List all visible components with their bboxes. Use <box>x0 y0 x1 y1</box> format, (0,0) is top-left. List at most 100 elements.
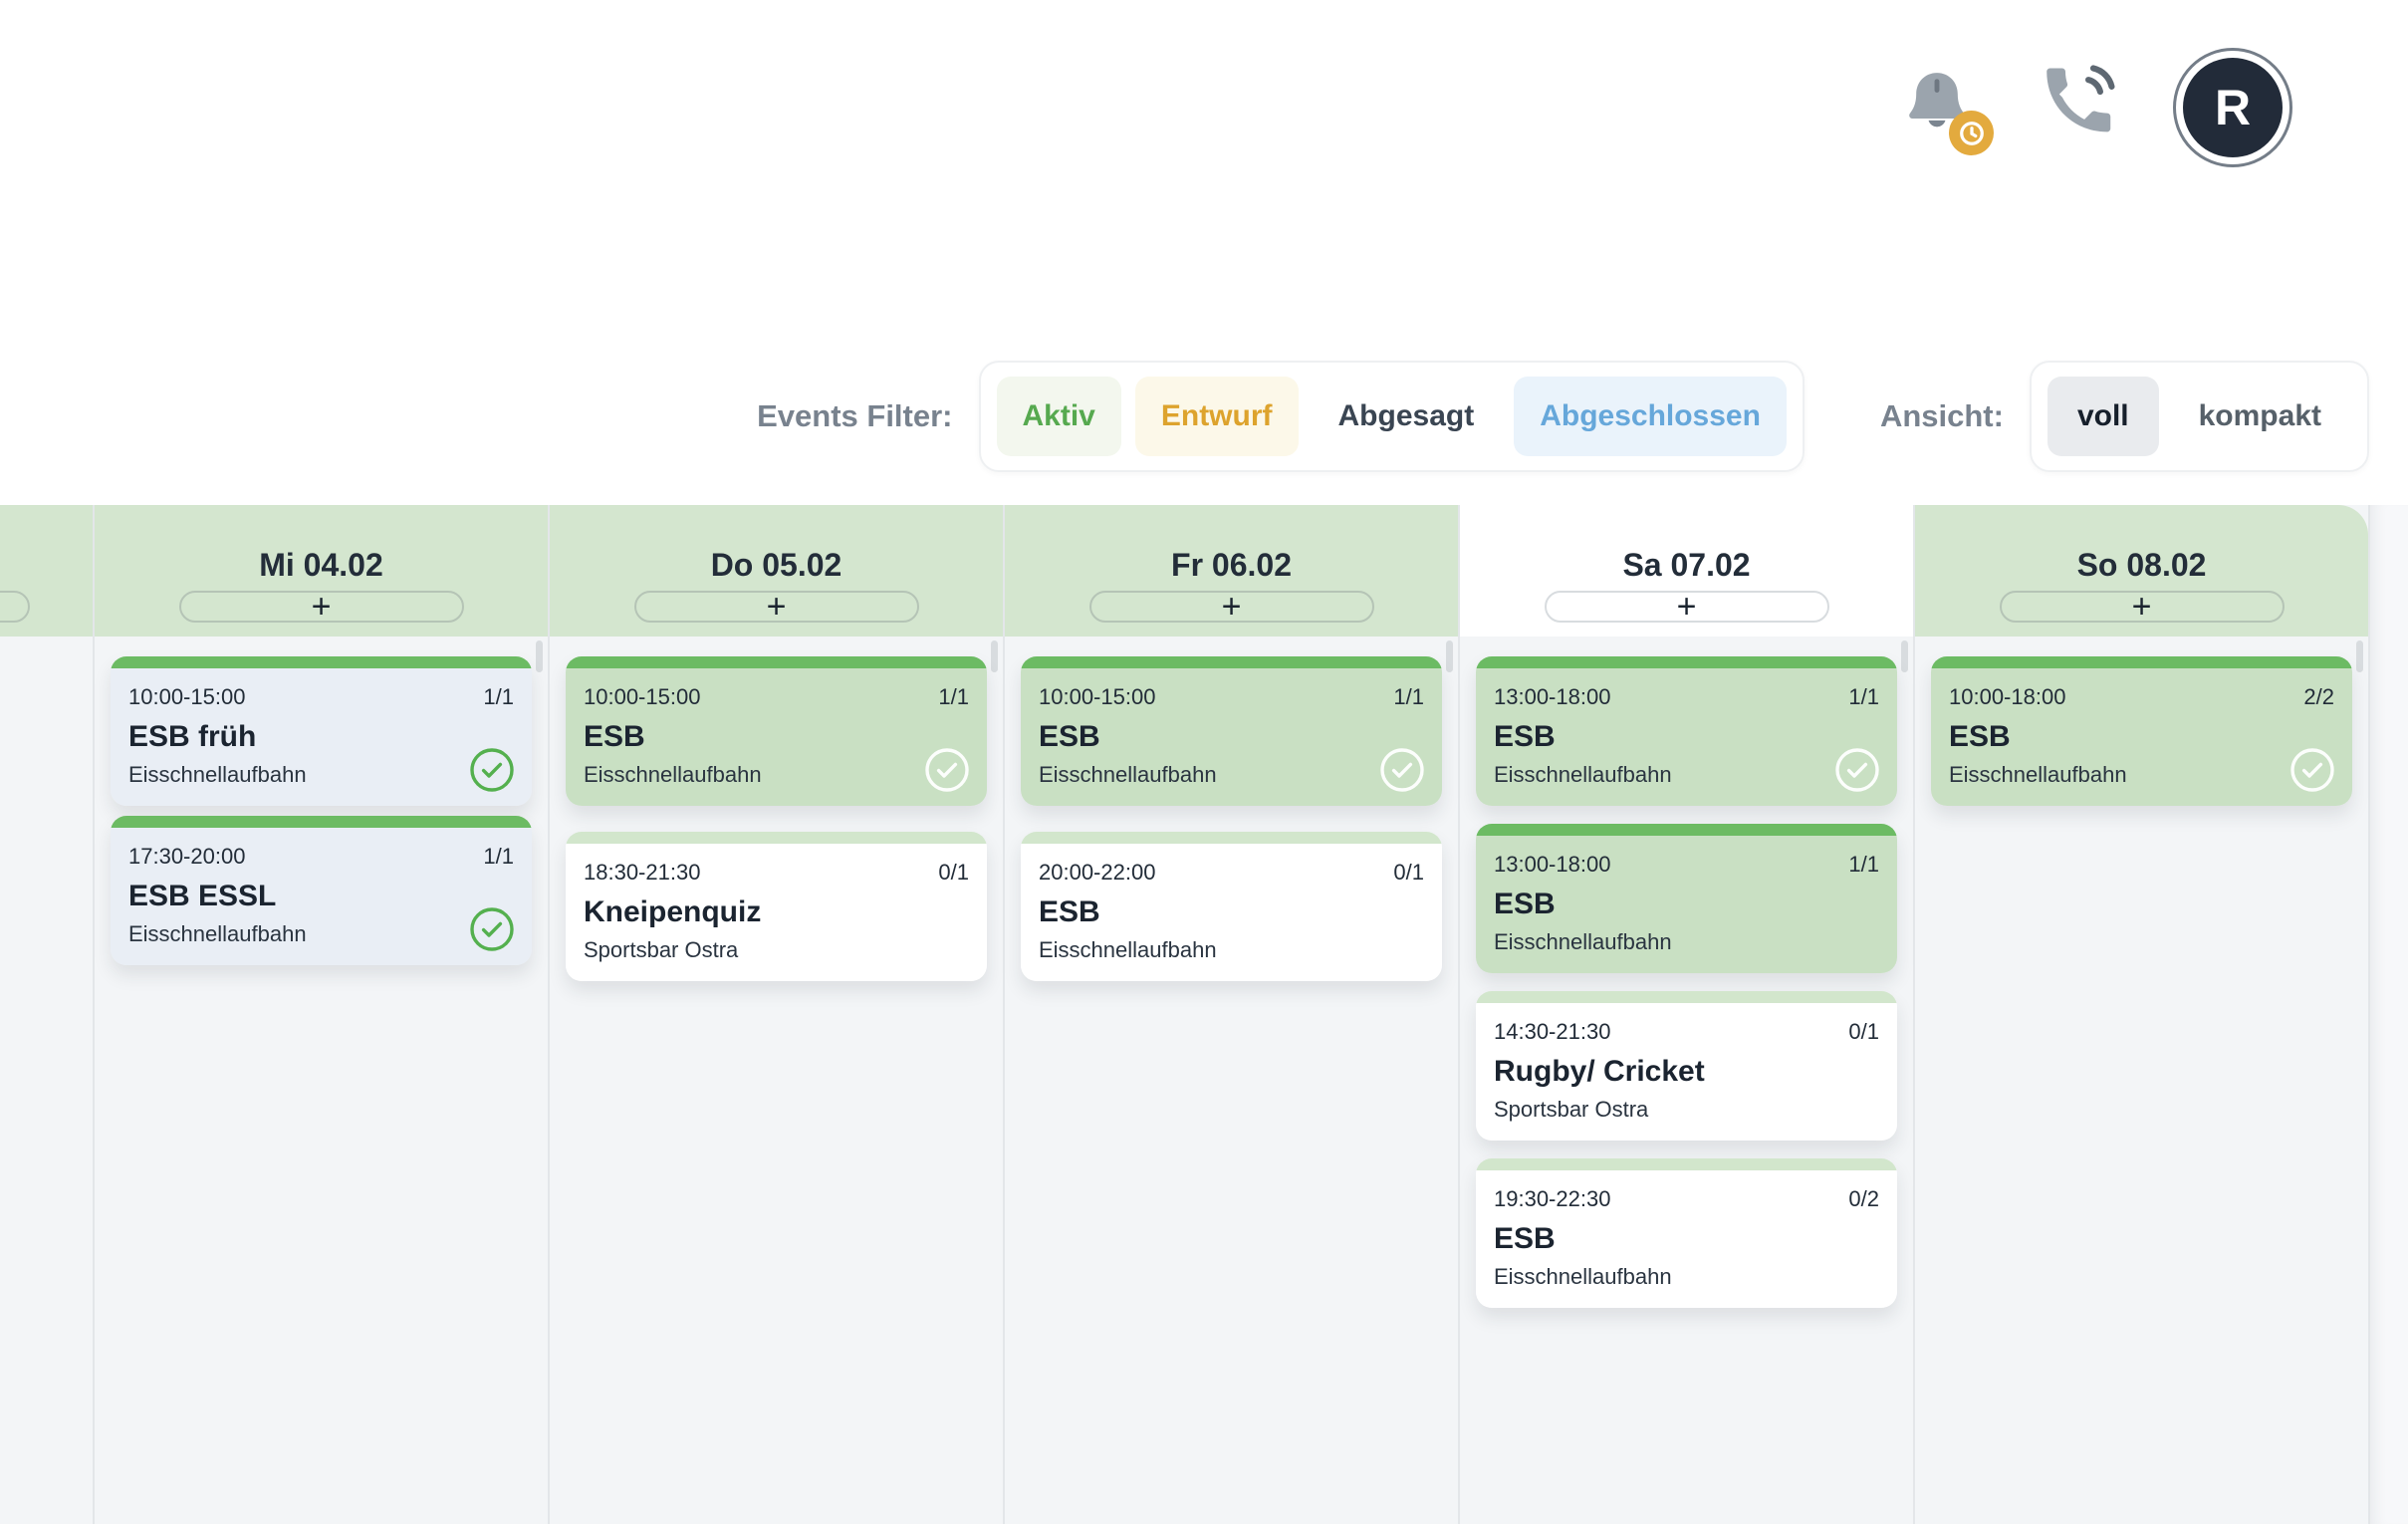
event-card[interactable]: 10:00-15:00 1/1 ESB früh Eisschnellaufba… <box>111 656 532 806</box>
view-option-kompakt[interactable]: kompakt <box>2169 377 2351 456</box>
event-status-bar <box>1931 656 2352 668</box>
event-time: 10:00-15:00 <box>128 684 246 709</box>
add-event-button[interactable]: + <box>1088 588 1374 626</box>
event-card[interactable]: 10:00-15:00 1/1 ESB Eisschnellaufbahn <box>566 656 987 806</box>
day-body: 10:00-15:00 1/1 ESB früh Eisschnellaufba… <box>95 637 548 1524</box>
check-circle-icon <box>470 907 514 951</box>
event-title: ESB <box>1494 888 1556 920</box>
event-card[interactable]: 14:30-21:30 0/1 Rugby/ Cricket Sportsbar… <box>1476 991 1897 1141</box>
day-label: Do 05.02 <box>710 547 843 583</box>
event-title: ESB <box>1494 1222 1556 1255</box>
plus-icon: + <box>311 588 332 626</box>
top-bar: R <box>0 0 2408 229</box>
event-card[interactable]: 17:30-20:00 1/1 ESB ESSL Eisschnellaufba… <box>111 816 532 965</box>
column-scrollbar-thumb[interactable] <box>1446 640 1453 672</box>
notifications-button[interactable] <box>1898 64 1994 155</box>
event-time: 17:30-20:00 <box>128 844 246 869</box>
add-event-button[interactable]: + <box>178 588 464 626</box>
event-card-body: 13:00-18:00 1/1 ESB Eisschnellaufbahn <box>1476 668 1897 806</box>
clock-icon <box>1959 121 1984 145</box>
plus-icon: + <box>1221 588 1242 626</box>
check-circle-icon <box>2290 748 2334 792</box>
event-card-body: 10:00-18:00 2/2 ESB Eisschnellaufbahn <box>1931 668 2352 806</box>
check-circle-icon <box>1380 748 1424 792</box>
event-status-bar <box>1021 656 1442 668</box>
view-option-voll[interactable]: voll <box>2047 377 2159 456</box>
bell-icon <box>1909 73 1965 127</box>
day-body <box>0 637 93 1524</box>
event-status-bar <box>566 656 987 668</box>
day-column-sa: Sa 07.02 + 13:00-18:00 1/1 ESB Eisschnel… <box>1460 505 1915 1524</box>
event-title: ESB früh <box>128 720 257 753</box>
event-card[interactable]: 13:00-18:00 1/1 ESB Eisschnellaufbahn <box>1476 656 1897 806</box>
event-staff-count: 2/2 <box>2303 684 2334 709</box>
column-scrollbar-thumb[interactable] <box>991 640 998 672</box>
event-card-body: 10:00-15:00 1/1 ESB Eisschnellaufbahn <box>566 668 987 806</box>
plus-icon: + <box>2131 588 2152 626</box>
event-location: Eisschnellaufbahn <box>1949 762 2127 787</box>
event-title: ESB ESSL <box>128 880 277 912</box>
check-circle-icon <box>925 748 969 792</box>
user-avatar-button[interactable]: R <box>2173 48 2292 167</box>
add-event-button[interactable]: + <box>0 591 30 623</box>
add-event-button[interactable]: + <box>1999 588 2285 626</box>
event-location: Eisschnellaufbahn <box>128 921 307 946</box>
event-status-bar <box>1476 656 1897 668</box>
event-staff-count: 1/1 <box>483 684 514 709</box>
event-time: 13:00-18:00 <box>1494 684 1611 709</box>
day-body: 10:00-15:00 1/1 ESB Eisschnellaufbahn 20… <box>1005 637 1458 1524</box>
calendar-grid: + Mi 04.02 + 10:00-15:00 1/1 ESB früh Ei… <box>0 505 2370 1524</box>
event-location: Eisschnellaufbahn <box>1039 762 1217 787</box>
day-body: 10:00-18:00 2/2 ESB Eisschnellaufbahn <box>1915 637 2368 1524</box>
notification-clock-badge <box>1949 111 1994 155</box>
event-card-body: 19:30-22:30 0/2 ESB Eisschnellaufbahn <box>1476 1170 1897 1308</box>
day-label: So 08.02 <box>2076 547 2207 583</box>
event-card[interactable]: 19:30-22:30 0/2 ESB Eisschnellaufbahn <box>1476 1158 1897 1308</box>
calls-button[interactable] <box>2038 62 2117 141</box>
event-staff-count: 0/1 <box>1848 1019 1879 1044</box>
day-label: Mi 04.02 <box>259 547 383 583</box>
day-column-do: Do 05.02 + 10:00-15:00 1/1 ESB Eisschnel… <box>550 505 1005 1524</box>
column-scrollbar-thumb[interactable] <box>536 640 543 672</box>
column-scrollbar-thumb[interactable] <box>2356 640 2363 672</box>
column-scrollbar-thumb[interactable] <box>1901 640 1908 672</box>
event-time: 10:00-15:00 <box>584 684 701 709</box>
day-label: Sa 07.02 <box>1622 547 1751 583</box>
avatar-initial: R <box>2183 58 2283 157</box>
filter-row: Events Filter: Aktiv Entwurf Abgesagt Abges… <box>757 361 2369 472</box>
event-staff-count: 0/1 <box>938 860 969 885</box>
filter-aktiv[interactable]: Aktiv <box>996 377 1121 456</box>
event-status-bar <box>566 832 987 844</box>
event-status-bar <box>111 816 532 828</box>
day-header: + <box>0 505 93 637</box>
ansicht-label: Ansicht: <box>1879 398 2004 433</box>
event-staff-count: 1/1 <box>483 844 514 869</box>
add-event-button[interactable]: + <box>1544 590 1829 624</box>
event-staff-count: 0/1 <box>1393 860 1424 885</box>
day-header: So 08.02 + <box>1915 505 2368 637</box>
event-card[interactable]: 10:00-18:00 2/2 ESB Eisschnellaufbahn <box>1931 656 2352 806</box>
event-title: ESB <box>1494 720 1556 753</box>
filter-abgesagt[interactable]: Abgesagt <box>1313 377 1501 456</box>
event-card[interactable]: 13:00-18:00 1/1 ESB Eisschnellaufbahn <box>1476 824 1897 973</box>
event-location: Eisschnellaufbahn <box>1494 929 1672 954</box>
event-card[interactable]: 20:00-22:00 0/1 ESB Eisschnellaufbahn <box>1021 832 1442 981</box>
filter-entwurf[interactable]: Entwurf <box>1134 377 1299 456</box>
event-status-bar <box>1476 824 1897 836</box>
filter-abgeschlossen[interactable]: Abgeschlossen <box>1514 377 1787 456</box>
event-staff-count: 1/1 <box>1848 852 1879 877</box>
add-event-button[interactable]: + <box>633 590 919 624</box>
events-filter-group: Aktiv Entwurf Abgesagt Abgeschlossen <box>978 361 1805 472</box>
event-status-bar <box>1021 832 1442 844</box>
day-header: Fr 06.02 + <box>1005 505 1458 637</box>
event-title: ESB <box>584 720 645 753</box>
event-card[interactable]: 18:30-21:30 0/1 Kneipenquiz Sportsbar Os… <box>566 832 987 981</box>
day-column-partial: + <box>0 505 95 1524</box>
day-column-so: So 08.02 + 10:00-18:00 2/2 ESB Eisschnel… <box>1915 505 2370 1524</box>
day-column-mi: Mi 04.02 + 10:00-15:00 1/1 ESB früh Eiss… <box>95 505 550 1524</box>
event-title: ESB <box>1039 720 1100 753</box>
view-toggle: voll kompakt <box>2029 361 2369 472</box>
event-card[interactable]: 10:00-15:00 1/1 ESB Eisschnellaufbahn <box>1021 656 1442 806</box>
event-title: ESB <box>1039 895 1100 928</box>
